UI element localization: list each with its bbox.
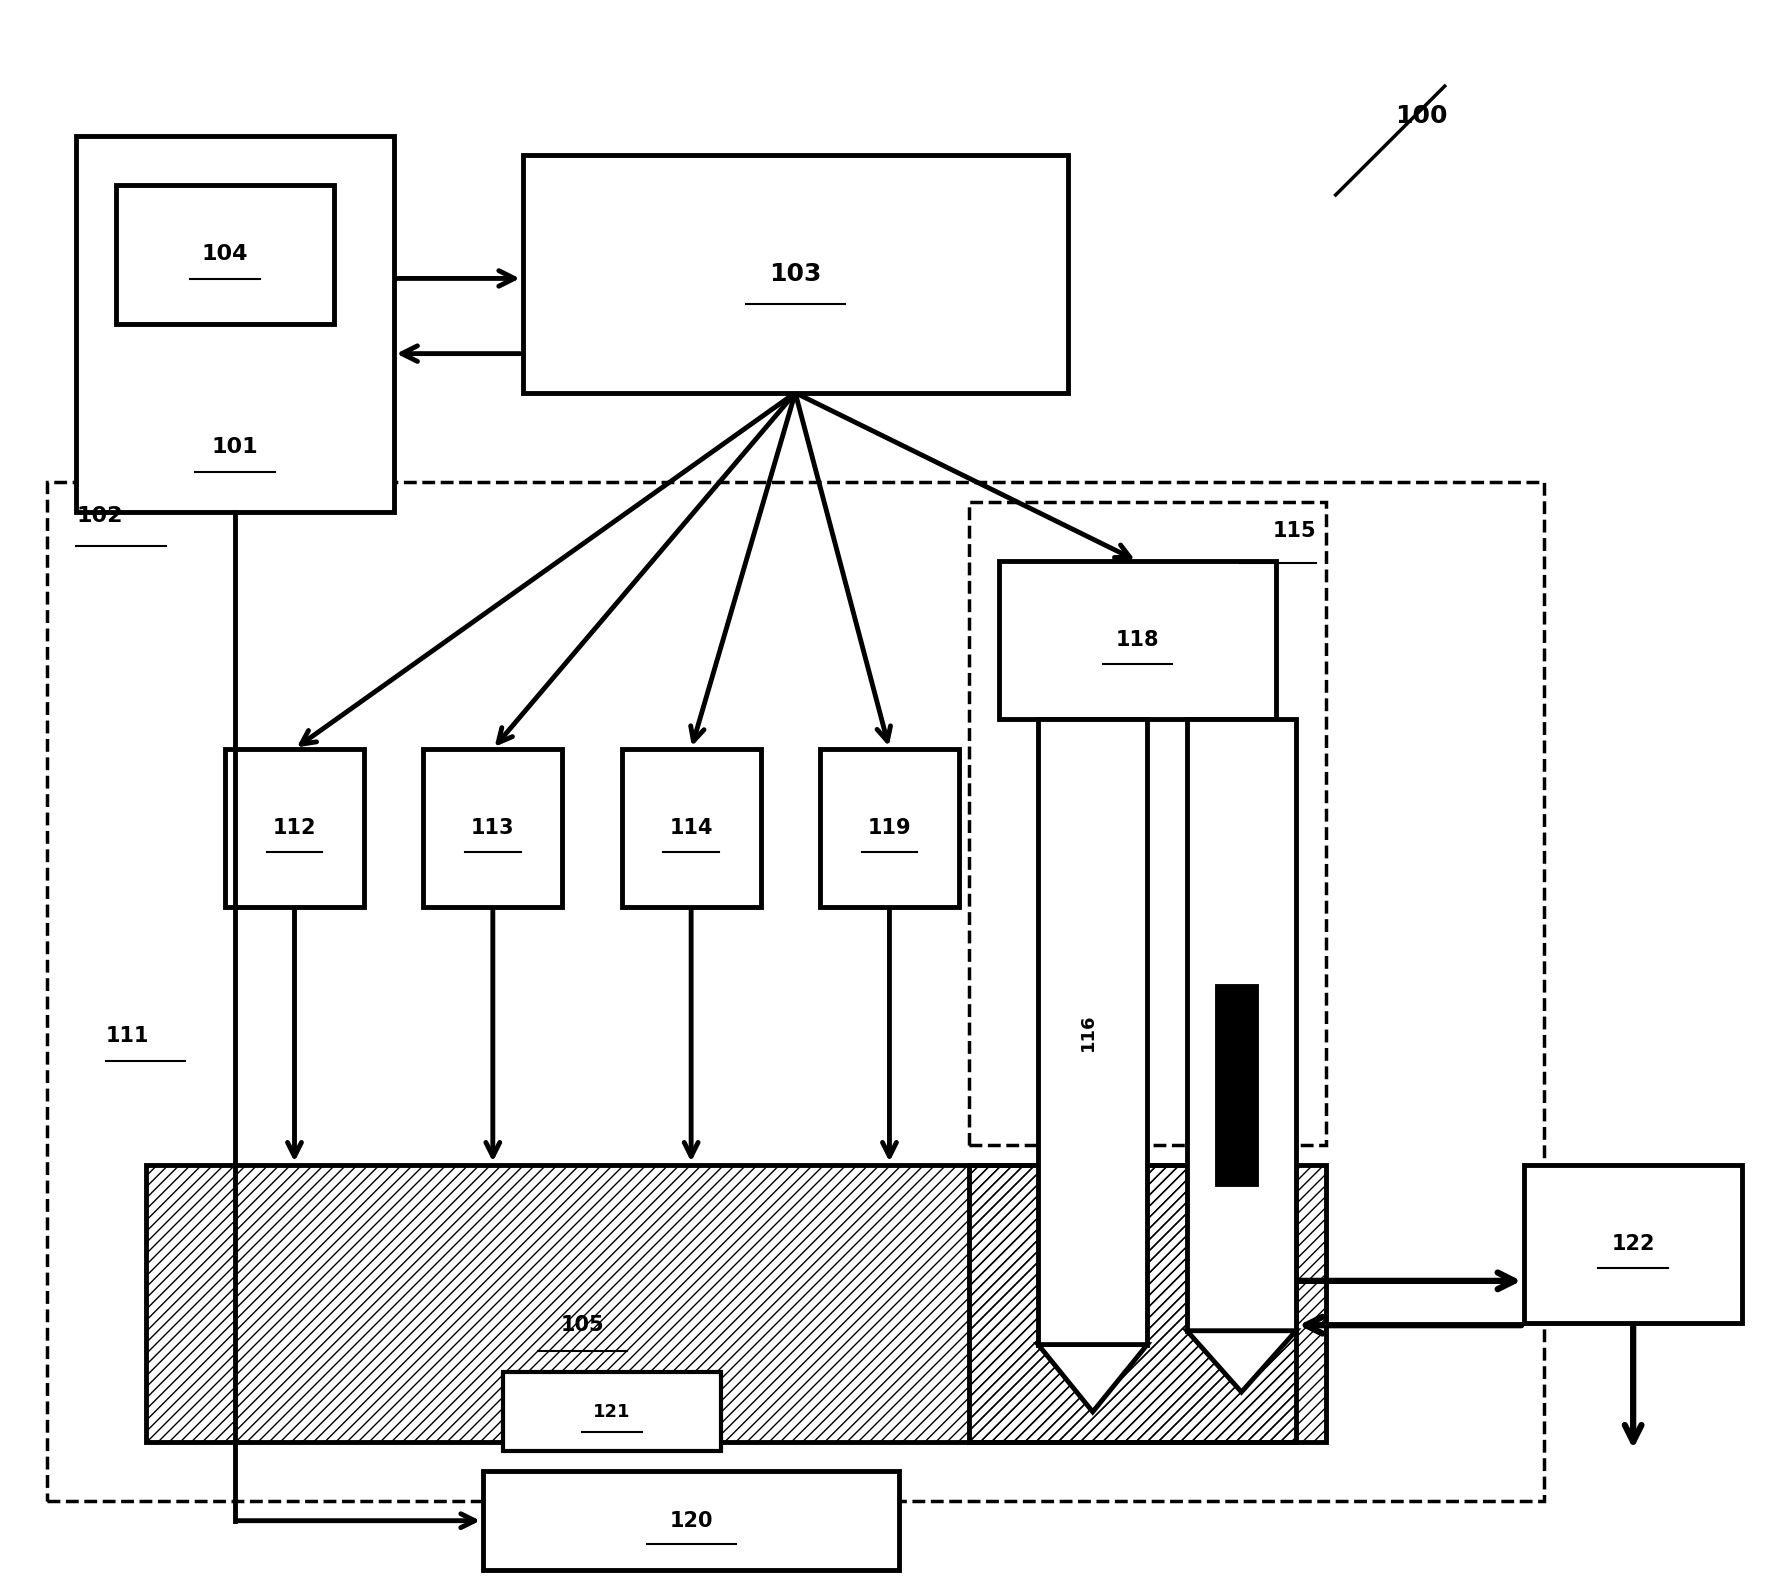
FancyBboxPatch shape xyxy=(621,749,761,908)
FancyBboxPatch shape xyxy=(522,156,1068,394)
Text: 116: 116 xyxy=(1079,1013,1097,1051)
FancyBboxPatch shape xyxy=(1187,719,1297,1331)
Text: 114: 114 xyxy=(669,819,713,838)
FancyBboxPatch shape xyxy=(1525,1165,1742,1324)
FancyBboxPatch shape xyxy=(502,1373,722,1452)
Text: 103: 103 xyxy=(770,262,821,286)
Text: 112: 112 xyxy=(272,819,317,838)
Text: 102: 102 xyxy=(76,506,122,527)
Text: 119: 119 xyxy=(867,819,911,838)
Text: 118: 118 xyxy=(1116,630,1159,651)
FancyBboxPatch shape xyxy=(483,1471,899,1570)
Text: 113: 113 xyxy=(471,819,515,838)
Text: 115: 115 xyxy=(1272,522,1316,541)
Text: 111: 111 xyxy=(106,1025,150,1046)
Text: 101: 101 xyxy=(212,436,258,457)
FancyBboxPatch shape xyxy=(117,186,334,324)
FancyBboxPatch shape xyxy=(821,749,959,908)
Text: 117: 117 xyxy=(1228,1006,1245,1044)
Text: 121: 121 xyxy=(593,1403,630,1420)
FancyBboxPatch shape xyxy=(998,560,1275,719)
Polygon shape xyxy=(1038,1344,1148,1412)
Polygon shape xyxy=(1187,1331,1297,1392)
FancyBboxPatch shape xyxy=(423,749,563,908)
Text: 104: 104 xyxy=(202,244,248,265)
Text: 100: 100 xyxy=(1396,103,1447,129)
FancyBboxPatch shape xyxy=(225,749,364,908)
FancyBboxPatch shape xyxy=(76,135,394,511)
FancyBboxPatch shape xyxy=(1038,719,1148,1344)
FancyBboxPatch shape xyxy=(145,1165,1297,1441)
Text: 122: 122 xyxy=(1612,1233,1654,1254)
Text: 120: 120 xyxy=(669,1511,713,1531)
FancyBboxPatch shape xyxy=(1217,987,1256,1184)
Text: 105: 105 xyxy=(561,1316,605,1335)
